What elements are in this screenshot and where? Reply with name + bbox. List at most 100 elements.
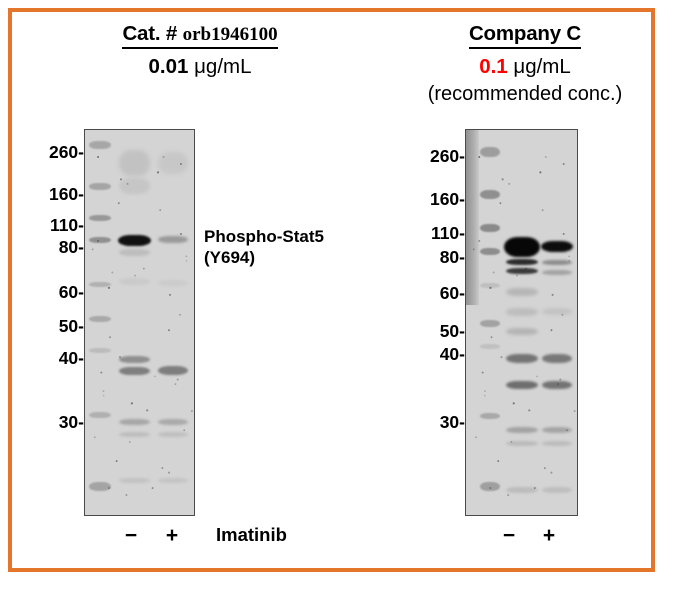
blot-right-image (465, 129, 578, 516)
blot-right-lane-minus (504, 130, 540, 515)
blot-right-lane-plus-label: + (542, 524, 556, 547)
sample-band (158, 366, 188, 375)
ladder-band (480, 344, 500, 349)
panel-left-catalog-number: orb1946100 (182, 24, 278, 45)
target-protein-label: Phospho-Stat5 (Y694) (204, 226, 324, 269)
mw-label: 30- (58, 412, 84, 432)
blot-left-mw-ladder-labels: 260- 160- 110- 80- 60- 50- 40- 30- (38, 129, 84, 516)
panel-right-title: Company C (468, 22, 582, 50)
ladder-band (480, 283, 500, 288)
blot-left-lane-minus (118, 130, 151, 515)
blot-left-image (84, 129, 195, 516)
sample-band (542, 260, 572, 265)
sample-band (542, 308, 572, 315)
ladder-band (89, 316, 111, 322)
mw-label: 260- (48, 142, 84, 162)
ladder-band (89, 412, 111, 418)
ladder-band (89, 141, 111, 149)
panel-right-concentration-value: 0.1 (479, 55, 508, 79)
mw-label: 80- (439, 247, 465, 267)
sample-band (506, 427, 538, 433)
sample-band (506, 259, 538, 265)
blot-left-lane-minus-label: − (124, 524, 138, 547)
sample-band (158, 419, 188, 425)
blot-right-ladder-lane (480, 130, 500, 515)
panel-left-concentration: 0.01 μg/mL (30, 55, 370, 80)
panel-right-concentration-unit: μg/mL (507, 55, 571, 79)
panel-right: Company C 0.1 μg/mL (recommended conc.) (400, 22, 650, 106)
sample-band (119, 367, 150, 375)
phospho-stat5-band (118, 235, 151, 246)
mw-label: 60- (58, 282, 84, 302)
ladder-band (480, 482, 500, 491)
ladder-band (480, 248, 500, 255)
panel-left-title-prefix: Cat. # (122, 22, 183, 45)
blot-edge-shadow (466, 130, 479, 305)
mw-label: 60- (439, 283, 465, 303)
blot-right-lane-plus (541, 130, 573, 515)
mw-label: 80- (58, 237, 84, 257)
sample-band (506, 381, 538, 389)
sample-band (119, 178, 150, 194)
blot-left-lane-plus (158, 130, 188, 515)
ladder-band (89, 237, 111, 243)
ladder-band (480, 320, 500, 327)
sample-band (158, 280, 188, 286)
mw-label: 260- (429, 146, 465, 166)
sample-band (542, 487, 572, 493)
ladder-band (480, 147, 500, 157)
target-protein-name: Phospho-Stat5 (204, 227, 324, 246)
blot-right-wrapper (465, 129, 578, 516)
mw-label: 110- (430, 223, 465, 243)
ladder-band (480, 190, 500, 199)
panel-left-concentration-value: 0.01 (148, 55, 189, 79)
blot-right-lane-minus-label: − (502, 524, 516, 547)
mw-label: 110- (49, 215, 84, 235)
ladder-band (89, 282, 111, 287)
sample-band (506, 268, 538, 274)
sample-band (542, 381, 572, 389)
mw-label: 160- (429, 189, 465, 209)
panel-left: Cat. # orb1946100 0.01 μg/mL (30, 22, 370, 80)
mw-label: 40- (439, 344, 465, 364)
sample-band (119, 478, 150, 483)
target-protein-site: (Y694) (204, 248, 256, 268)
blot-left-wrapper (84, 129, 195, 516)
panel-right-concentration-note: (recommended conc.) (427, 82, 623, 105)
sample-band (506, 328, 538, 335)
phospho-stat5-band (158, 236, 188, 243)
phospho-stat5-band (504, 237, 540, 257)
sample-band (542, 354, 572, 363)
sample-band (158, 478, 188, 483)
ladder-band (89, 348, 111, 353)
blot-left-ladder-lane (89, 130, 111, 515)
panel-left-concentration-unit: μg/mL (188, 55, 252, 79)
panel-right-company-name: Company C (468, 22, 582, 45)
mw-label: 40- (58, 348, 84, 368)
ladder-band (480, 413, 500, 419)
sample-band (506, 308, 538, 316)
sample-band (119, 419, 150, 425)
phospho-stat5-band (541, 241, 573, 252)
ladder-band (89, 482, 111, 491)
sample-band (506, 354, 538, 363)
sample-band (542, 427, 572, 433)
sample-band (119, 278, 150, 285)
treatment-label: Imatinib (216, 524, 287, 545)
sample-band (119, 356, 150, 363)
sample-band (506, 441, 538, 446)
sample-band (542, 270, 572, 275)
sample-band (119, 432, 150, 437)
sample-band (158, 152, 188, 174)
sample-band (542, 441, 572, 446)
panel-right-header: Company C 0.1 μg/mL (recommended conc.) (400, 22, 650, 106)
sample-band (506, 487, 538, 493)
sample-band (506, 288, 538, 296)
ladder-band (480, 224, 500, 232)
ladder-band (89, 215, 111, 221)
sample-band (119, 150, 150, 176)
blot-right-mw-ladder-labels: 260- 160- 110- 80- 60- 50- 40- 30- (419, 129, 465, 516)
ladder-band (89, 183, 111, 190)
mw-label: 160- (48, 184, 84, 204)
